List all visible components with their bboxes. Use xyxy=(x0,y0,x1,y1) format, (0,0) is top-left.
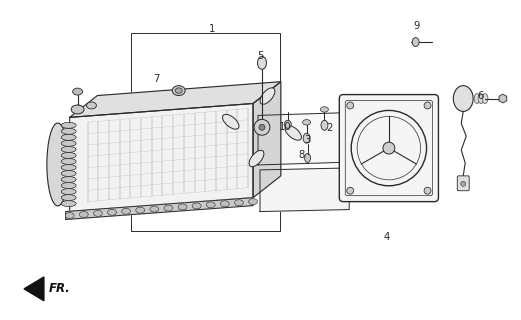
Polygon shape xyxy=(70,103,253,212)
Ellipse shape xyxy=(192,203,201,209)
Ellipse shape xyxy=(93,211,102,216)
Ellipse shape xyxy=(220,201,229,207)
Ellipse shape xyxy=(249,199,257,204)
Ellipse shape xyxy=(61,201,76,207)
Polygon shape xyxy=(253,82,281,198)
Ellipse shape xyxy=(249,150,264,167)
Ellipse shape xyxy=(175,88,182,93)
Ellipse shape xyxy=(61,183,76,188)
Polygon shape xyxy=(70,82,281,117)
Ellipse shape xyxy=(222,114,239,129)
Ellipse shape xyxy=(61,147,76,152)
Ellipse shape xyxy=(412,37,419,46)
Text: 9: 9 xyxy=(414,21,420,31)
Ellipse shape xyxy=(61,188,76,195)
Circle shape xyxy=(461,181,466,186)
Ellipse shape xyxy=(474,93,480,103)
Ellipse shape xyxy=(303,120,311,125)
Ellipse shape xyxy=(61,158,76,164)
Ellipse shape xyxy=(260,88,275,104)
Ellipse shape xyxy=(61,171,76,176)
Ellipse shape xyxy=(71,105,84,114)
Ellipse shape xyxy=(172,86,185,96)
Text: 10: 10 xyxy=(279,122,291,132)
Polygon shape xyxy=(260,168,349,212)
Text: FR.: FR. xyxy=(49,282,71,295)
Polygon shape xyxy=(66,198,253,220)
Ellipse shape xyxy=(121,208,131,214)
FancyBboxPatch shape xyxy=(339,95,439,202)
Ellipse shape xyxy=(61,177,76,182)
Ellipse shape xyxy=(478,93,484,103)
Circle shape xyxy=(424,102,431,109)
Circle shape xyxy=(383,142,395,154)
Ellipse shape xyxy=(164,205,173,211)
Ellipse shape xyxy=(305,154,311,163)
Circle shape xyxy=(347,187,354,194)
Ellipse shape xyxy=(61,140,76,146)
Ellipse shape xyxy=(303,133,310,143)
Text: 8: 8 xyxy=(299,150,305,160)
FancyBboxPatch shape xyxy=(457,176,469,191)
Ellipse shape xyxy=(178,204,187,210)
Ellipse shape xyxy=(234,200,243,206)
Text: 4: 4 xyxy=(384,232,390,242)
Ellipse shape xyxy=(79,212,88,217)
Circle shape xyxy=(259,124,265,130)
Circle shape xyxy=(254,119,270,135)
Ellipse shape xyxy=(206,202,215,208)
Ellipse shape xyxy=(47,123,69,206)
Ellipse shape xyxy=(453,86,473,111)
Ellipse shape xyxy=(72,88,82,95)
Ellipse shape xyxy=(284,120,291,128)
Text: 3: 3 xyxy=(304,135,311,145)
Polygon shape xyxy=(258,112,354,165)
Text: 1: 1 xyxy=(209,24,216,34)
Ellipse shape xyxy=(257,56,266,69)
Ellipse shape xyxy=(285,125,302,140)
Circle shape xyxy=(424,187,431,194)
Ellipse shape xyxy=(320,107,328,112)
Ellipse shape xyxy=(61,195,76,201)
Text: 5: 5 xyxy=(257,51,263,61)
Text: 6: 6 xyxy=(477,91,483,100)
Ellipse shape xyxy=(61,152,76,158)
Ellipse shape xyxy=(86,102,96,109)
Ellipse shape xyxy=(61,164,76,171)
Ellipse shape xyxy=(482,93,488,103)
Ellipse shape xyxy=(61,128,76,134)
Circle shape xyxy=(347,102,354,109)
Ellipse shape xyxy=(61,122,76,128)
Ellipse shape xyxy=(61,134,76,140)
Ellipse shape xyxy=(136,207,145,213)
Ellipse shape xyxy=(65,212,74,219)
Polygon shape xyxy=(24,277,44,301)
Ellipse shape xyxy=(321,120,328,130)
Text: 7: 7 xyxy=(153,74,159,84)
Ellipse shape xyxy=(107,209,117,215)
Text: 2: 2 xyxy=(326,123,332,133)
Ellipse shape xyxy=(150,206,159,212)
